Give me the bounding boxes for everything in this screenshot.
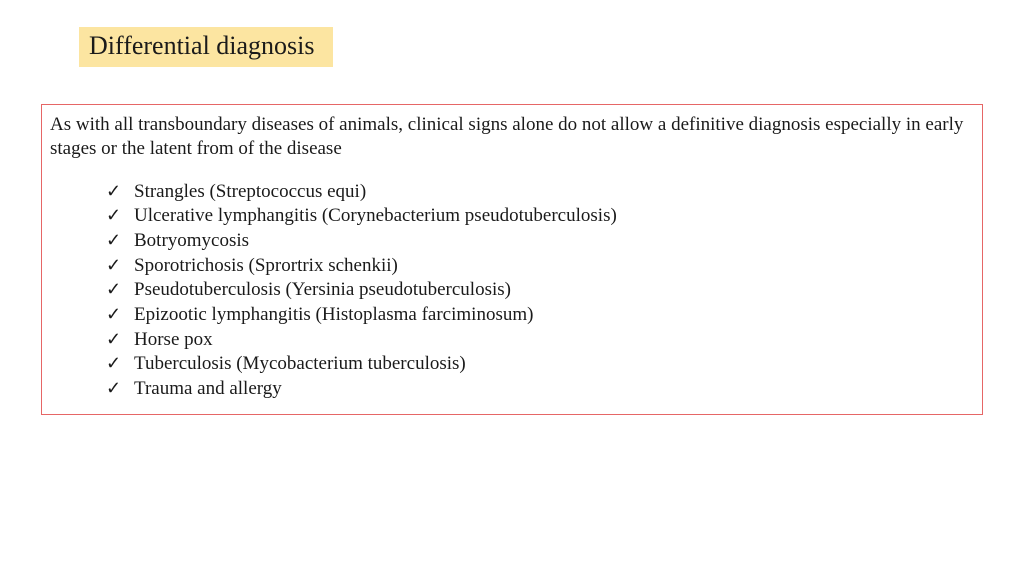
list-item-label: Ulcerative lymphangitis (Corynebacterium… — [134, 205, 617, 226]
check-icon: ✓ — [106, 352, 121, 375]
check-icon: ✓ — [106, 377, 121, 400]
list-item: ✓ Botryomycosis — [106, 229, 972, 254]
list-item: ✓ Epizootic lymphangitis (Histoplasma far… — [106, 303, 972, 328]
check-icon: ✓ — [106, 278, 121, 301]
list-item-label: Horse pox — [134, 329, 213, 350]
list-item-label: Strangles (Streptococcus equi) — [134, 181, 366, 202]
check-icon: ✓ — [106, 180, 121, 203]
list-item: ✓ Tuberculosis (Mycobacterium tuberculosi… — [106, 352, 972, 377]
list-item-label: Tuberculosis (Mycobacterium tuberculosis… — [134, 353, 466, 374]
list-item: ✓ Horse pox — [106, 328, 972, 353]
list-item-label: Pseudotuberculosis (Yersinia pseudotuber… — [134, 279, 511, 300]
list-item: ✓ Pseudotuberculosis (Yersinia pseudotube… — [106, 278, 972, 303]
check-icon: ✓ — [106, 254, 121, 277]
list-item: ✓ Trauma and allergy — [106, 377, 972, 402]
slide-title: Differential diagnosis — [79, 27, 333, 67]
list-item-label: Botryomycosis — [134, 230, 249, 251]
list-item: ✓ Strangles (Streptococcus equi) — [106, 180, 972, 205]
intro-text: As with all transboundary diseases of an… — [50, 113, 972, 162]
check-icon: ✓ — [106, 229, 121, 252]
list-item: ✓ Ulcerative lymphangitis (Corynebacteriu… — [106, 204, 972, 229]
check-icon: ✓ — [106, 204, 121, 227]
content-box: As with all transboundary diseases of an… — [41, 104, 983, 415]
list-item-label: Sporotrichosis (Sprortrix schenkii) — [134, 255, 398, 276]
list-item: ✓ Sporotrichosis (Sprortrix schenkii) — [106, 254, 972, 279]
list-item-label: Trauma and allergy — [134, 378, 282, 399]
list-item-label: Epizootic lymphangitis (Histoplasma farc… — [134, 304, 533, 325]
check-icon: ✓ — [106, 328, 121, 351]
check-icon: ✓ — [106, 303, 121, 326]
diagnosis-list: ✓ Strangles (Streptococcus equi) ✓ Ulcerat… — [50, 180, 972, 402]
